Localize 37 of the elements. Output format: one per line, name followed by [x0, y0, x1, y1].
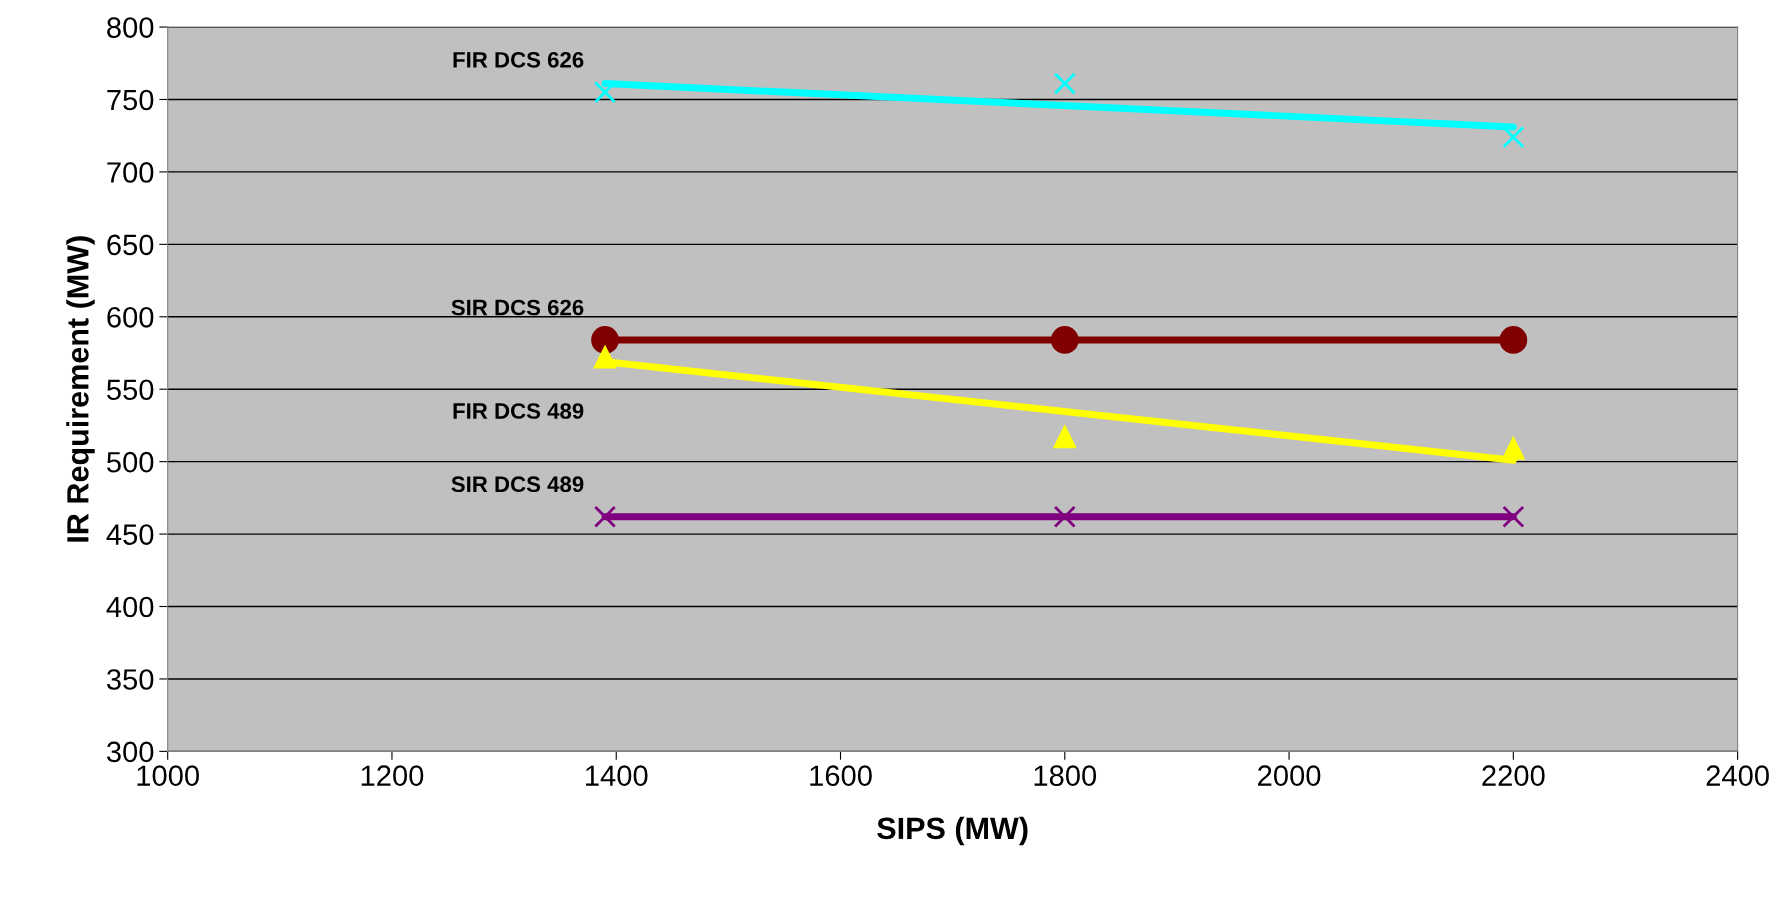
point	[593, 81, 617, 104]
y-tick-label: 400	[106, 596, 154, 618]
series-label: FIR DCS 626	[453, 51, 584, 68]
x-tick-label: 1600	[810, 765, 872, 786]
y-tick-label: 800	[107, 17, 154, 38]
y-tick-label: 650	[107, 234, 154, 256]
y-tick-label: 600	[107, 306, 154, 328]
y-tick-label: 350	[106, 669, 154, 690]
x-axis-title: SIPS (MW)	[877, 816, 1028, 846]
x-tick-label: 1200	[361, 765, 424, 786]
point	[1502, 437, 1525, 460]
point	[1053, 425, 1076, 449]
x-tick-label: 1800	[1034, 765, 1097, 786]
point	[593, 505, 617, 528]
x-tick-label: 2000	[1258, 765, 1321, 786]
x-tick-label: 2400	[1706, 765, 1769, 786]
y-tick-label: 550	[107, 379, 154, 401]
point	[1053, 505, 1076, 528]
y-tick-label: 450	[106, 524, 154, 545]
series-label: FIR DCS 489	[453, 403, 584, 419]
series-label: SIR DCS 626	[451, 299, 584, 316]
x-tick-label: 2200	[1482, 765, 1545, 786]
y-tick-label: 300	[106, 741, 154, 763]
point	[1499, 326, 1528, 354]
point	[1050, 326, 1079, 354]
y-tick-label: 700	[107, 162, 154, 183]
y-axis-title: IR Requirement (MW)	[66, 236, 95, 542]
point	[591, 326, 619, 354]
y-tick-label: 500	[107, 451, 154, 473]
point	[1053, 72, 1076, 95]
point	[1502, 505, 1525, 528]
series-label: SIR DCS 489	[451, 476, 584, 493]
point	[593, 346, 617, 369]
point	[1502, 126, 1525, 149]
y-tick-label: 750	[107, 89, 154, 111]
x-tick-label: 1400	[586, 765, 648, 786]
x-tick-label: 1000	[137, 765, 199, 786]
